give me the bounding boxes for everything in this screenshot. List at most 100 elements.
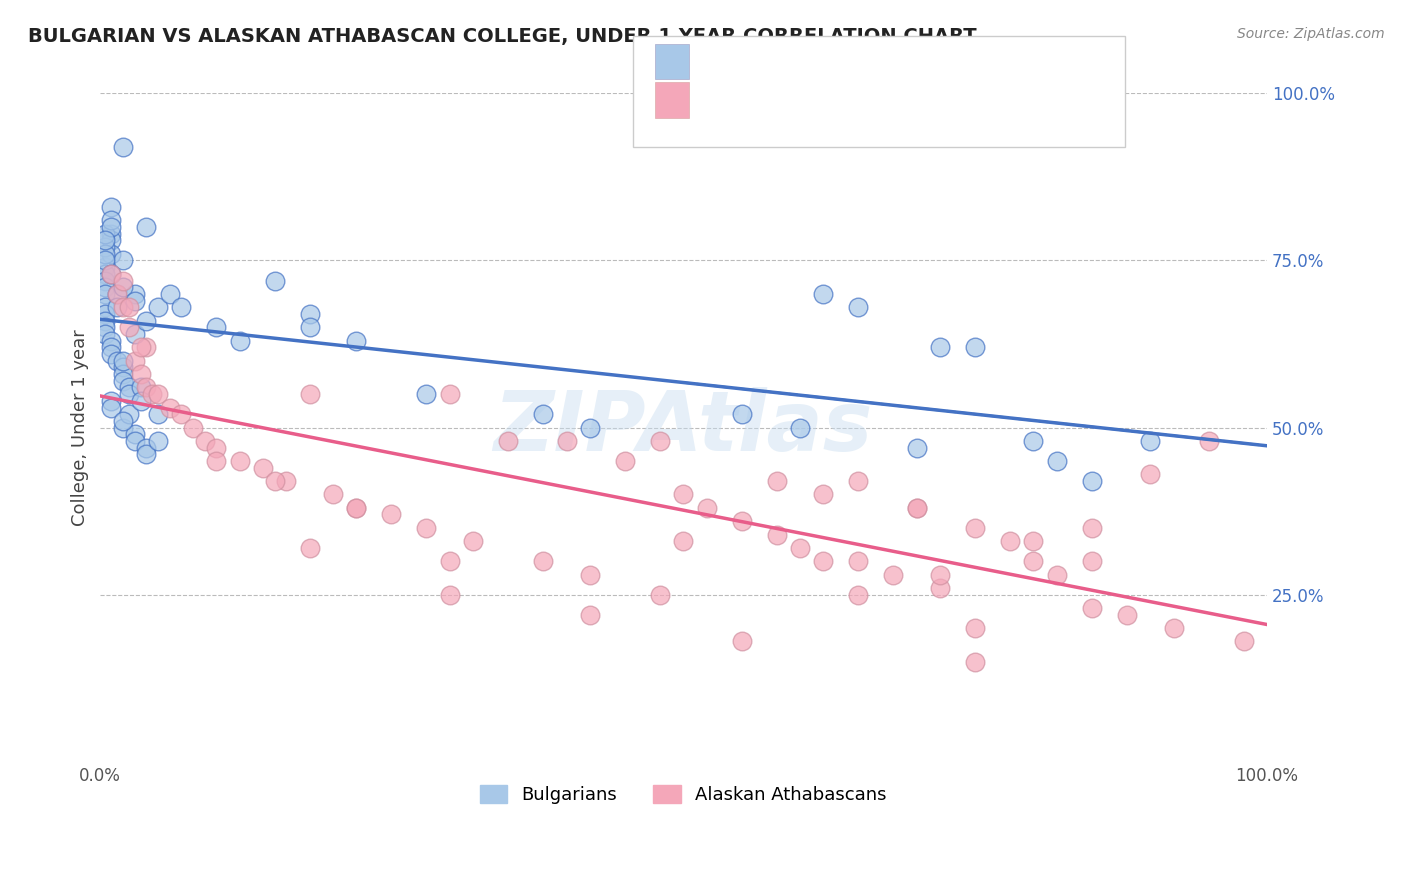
Point [135,441,157,455]
Legend: Bulgarians, Alaskan Athabascans: Bulgarians, Alaskan Athabascans [471,775,896,813]
Point [1046,567,1069,582]
Point [94,273,117,287]
Point [415,387,437,401]
Y-axis label: College, Under 1 year: College, Under 1 year [72,329,89,526]
Point [696,500,718,515]
Point [439,387,461,401]
Point [1081,554,1104,568]
Point [998,534,1021,549]
Point [298,307,321,321]
Point [1022,554,1045,568]
Point [118,300,141,314]
Point [789,541,811,555]
Point [124,434,146,448]
Point [1081,601,1104,615]
Point [94,313,117,327]
Point [146,300,169,314]
Point [100,347,122,361]
Point [94,227,117,241]
Point [124,293,146,308]
Point [100,220,122,235]
Point [146,434,169,448]
Point [380,508,402,522]
Point [94,280,117,294]
Point [170,407,193,421]
Point [100,267,122,281]
Point [263,474,285,488]
Point [159,286,181,301]
Point [124,326,146,341]
Point [135,220,157,235]
Point [111,253,134,268]
Point [439,588,461,602]
Point [141,387,163,401]
Point [1022,434,1045,448]
Text: Source: ZipAtlas.com: Source: ZipAtlas.com [1237,27,1385,41]
Point [1163,621,1185,635]
Point [929,567,952,582]
Point [672,534,695,549]
Point [170,300,193,314]
Point [1139,467,1161,482]
Point [135,447,157,461]
Point [111,367,134,381]
Point [205,454,228,468]
Point [159,401,181,415]
Point [965,340,987,354]
Point [135,380,157,394]
Point [1022,534,1045,549]
Point [1046,454,1069,468]
Point [135,313,157,327]
Text: R =: R = [702,101,741,119]
Point [531,554,554,568]
Point [124,353,146,368]
Point [100,247,122,261]
Point [579,567,602,582]
Point [105,286,128,301]
Text: N =: N = [886,101,925,119]
Point [105,353,128,368]
Point [1115,607,1137,622]
Point [613,454,636,468]
Point [135,340,157,354]
Point [94,234,117,248]
Point [848,554,870,568]
Point [905,500,928,515]
Point [111,280,134,294]
Point [181,420,204,434]
Point [965,521,987,535]
Point [94,286,117,301]
Point [94,320,117,334]
Point [205,441,228,455]
Point [298,387,321,401]
Point [1139,434,1161,448]
Point [118,407,141,421]
Point [346,334,368,348]
Point [929,340,952,354]
Point [111,300,134,314]
Point [813,554,835,568]
Point [298,320,321,334]
Point [105,286,128,301]
Point [1198,434,1220,448]
Text: 78: 78 [946,62,972,80]
Point [205,320,228,334]
Point [1232,634,1254,648]
Point [648,588,671,602]
Point [463,534,485,549]
Point [129,393,152,408]
Text: -0.595: -0.595 [766,101,831,119]
Point [111,353,134,368]
Point [105,300,128,314]
Point [111,360,134,375]
Point [276,474,298,488]
Point [229,334,252,348]
Point [94,253,117,268]
Point [111,273,134,287]
Point [129,367,152,381]
Point [111,140,134,154]
Point [813,286,835,301]
Point [848,300,870,314]
Point [252,460,274,475]
Point [1081,474,1104,488]
